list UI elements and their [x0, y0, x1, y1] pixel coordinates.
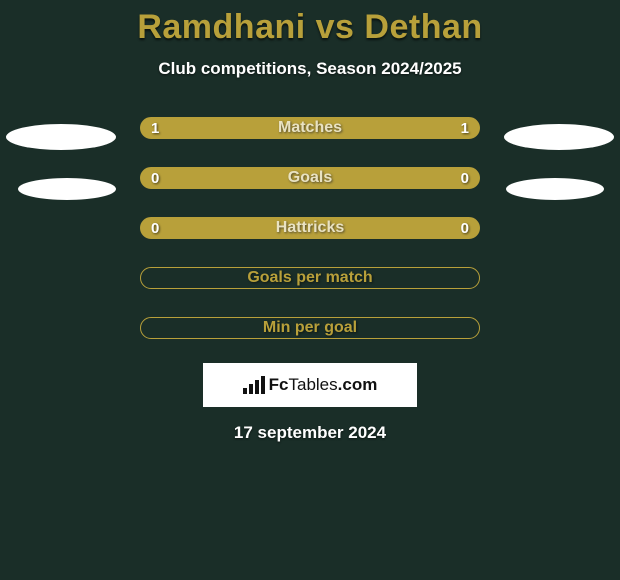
logo-box: FcTables.com: [203, 363, 417, 407]
stat-row-hattricks: 0 Hattricks 0: [140, 217, 480, 239]
stat-row-min-per-goal: Min per goal: [140, 317, 480, 339]
logo-bold: Fc: [269, 375, 289, 394]
decoration-ellipse-left-1: [6, 124, 116, 150]
stats-container: 1 Matches 1 0 Goals 0 0 Hattricks 0 Goal…: [0, 117, 620, 339]
stat-label: Matches: [278, 119, 342, 137]
stat-label: Min per goal: [263, 319, 357, 337]
stat-left-value: 0: [151, 170, 159, 187]
logo-text: FcTables.com: [269, 375, 378, 395]
stat-row-goals: 0 Goals 0: [140, 167, 480, 189]
stat-right-value: 0: [461, 170, 469, 187]
stat-left-value: 0: [151, 220, 159, 237]
logo-suffix: .com: [338, 375, 378, 394]
decoration-ellipse-right-2: [506, 178, 604, 200]
bar-chart-icon: [243, 376, 265, 394]
subtitle: Club competitions, Season 2024/2025: [0, 59, 620, 79]
stat-row-goals-per-match: Goals per match: [140, 267, 480, 289]
stat-right-value: 0: [461, 220, 469, 237]
stat-label: Hattricks: [276, 219, 344, 237]
page-title: Ramdhani vs Dethan: [0, 0, 620, 47]
stat-label: Goals: [288, 169, 332, 187]
decoration-ellipse-right-1: [504, 124, 614, 150]
stat-left-value: 1: [151, 120, 159, 137]
stat-right-value: 1: [461, 120, 469, 137]
stat-label: Goals per match: [247, 269, 372, 287]
date-text: 17 september 2024: [0, 423, 620, 443]
logo-rest: Tables: [289, 375, 338, 394]
decoration-ellipse-left-2: [18, 178, 116, 200]
stat-row-matches: 1 Matches 1: [140, 117, 480, 139]
